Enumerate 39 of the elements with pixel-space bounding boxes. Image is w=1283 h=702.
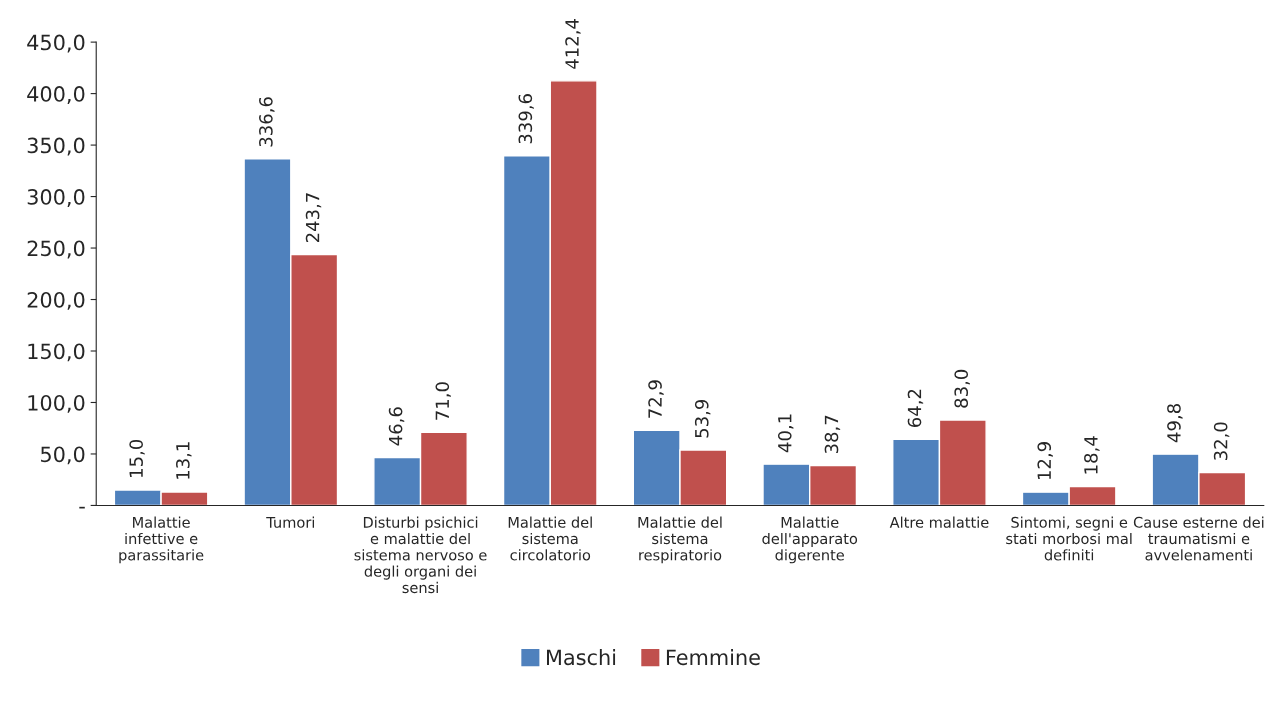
data-label: 339,6 bbox=[518, 94, 534, 144]
y-tick-label: 450,0 bbox=[27, 34, 85, 53]
x-tick-label: Malattie del sistema respiratorio bbox=[638, 516, 722, 564]
x-tick-label: Altre malattie bbox=[889, 516, 989, 528]
y-tick-label: 50,0 bbox=[41, 446, 85, 465]
data-label: 72,9 bbox=[648, 380, 664, 418]
x-tick-label: Sintomi, segni e stati morbosi mal definiti bbox=[1006, 516, 1132, 561]
x-tick-label: Malattie dell'apparato digerente bbox=[762, 516, 858, 564]
y-tick-label: 100,0 bbox=[28, 394, 85, 413]
x-tick-label: Tumori bbox=[266, 516, 315, 528]
data-label: 243,7 bbox=[305, 193, 322, 243]
y-tick-label: 400,0 bbox=[27, 86, 85, 104]
data-label: 83,0 bbox=[954, 369, 970, 408]
data-label: 38,7 bbox=[824, 415, 841, 454]
y-tick-label: 300,0 bbox=[27, 189, 85, 207]
x-tick-label: Cause esterne dei traumatismi e avvelenamenti bbox=[1133, 516, 1264, 561]
y-tick-label: 250,0 bbox=[27, 240, 85, 259]
y-tick-label: 350,0 bbox=[27, 137, 85, 156]
data-label: 18,4 bbox=[1084, 436, 1100, 474]
legend-label: Femmine bbox=[666, 649, 760, 666]
data-label: 12,9 bbox=[1037, 442, 1053, 480]
data-label: 15,0 bbox=[129, 439, 145, 477]
legend-label: Maschi bbox=[547, 649, 616, 666]
data-label: 336,6 bbox=[259, 97, 275, 147]
x-tick-label: Malattie infettive e parassitarie bbox=[119, 516, 204, 564]
data-label: 13,1 bbox=[176, 442, 192, 479]
y-tick-label: 200,0 bbox=[27, 291, 85, 310]
data-label: 412,4 bbox=[565, 19, 581, 69]
data-label: 32,0 bbox=[1213, 422, 1230, 460]
data-label: 71,0 bbox=[435, 382, 451, 420]
data-label: 40,1 bbox=[777, 414, 794, 453]
y-tick-label: - bbox=[79, 506, 85, 509]
x-tick-label: Malattie del sistema circolatorio bbox=[508, 516, 592, 561]
x-tick-label: Disturbi psichici e malattie del sistema nervoso e degli organi dei sensi bbox=[354, 516, 487, 594]
data-label: 53,9 bbox=[694, 399, 711, 438]
y-tick-label: 150,0 bbox=[28, 343, 85, 362]
data-label: 64,2 bbox=[907, 389, 924, 427]
data-label: 49,8 bbox=[1167, 404, 1183, 443]
data-label: 46,6 bbox=[388, 407, 405, 446]
